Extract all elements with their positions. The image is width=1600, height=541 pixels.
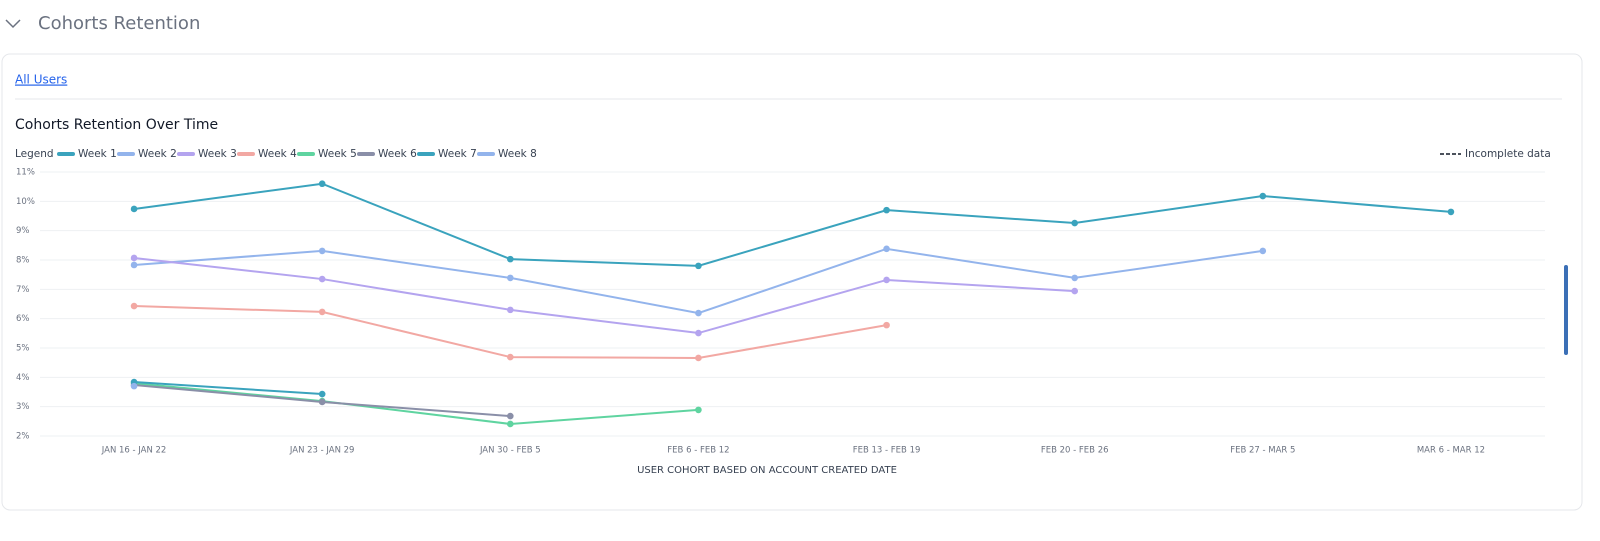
data-point [130, 382, 138, 390]
y-tick-label: 11% [16, 168, 35, 178]
chart-title: Cohorts Retention Over Time [15, 117, 218, 133]
data-point [507, 353, 514, 361]
data-point [883, 276, 890, 284]
data-point [130, 205, 138, 213]
tab-link[interactable]: All Users [15, 73, 67, 87]
data-point [507, 412, 514, 420]
x-tick-label: JAN 23 - JAN 29 [289, 446, 355, 456]
legend-label: Week 3 [198, 148, 237, 160]
data-point [1259, 247, 1267, 255]
y-tick-label: 6% [16, 314, 30, 324]
x-tick-label: FEB 6 - FEB 12 [667, 446, 729, 456]
data-point [695, 406, 702, 414]
data-point [130, 261, 138, 269]
y-tick-label: 9% [16, 226, 30, 236]
data-point [318, 390, 326, 398]
scroll-indicator [1564, 265, 1568, 355]
y-tick-label: 7% [16, 285, 30, 295]
legend-label: Week 7 [438, 148, 477, 160]
data-point [318, 398, 326, 406]
data-point [318, 247, 326, 255]
data-point [1071, 219, 1078, 227]
data-point [883, 321, 890, 329]
x-tick-label: FEB 20 - FEB 26 [1041, 446, 1109, 456]
data-point [695, 309, 702, 317]
data-point [318, 275, 326, 283]
data-point [507, 306, 514, 314]
legend-label: Week 6 [378, 148, 417, 160]
y-tick-label: 10% [16, 197, 35, 207]
y-tick-label: 5% [16, 344, 30, 354]
data-point [130, 302, 138, 310]
x-tick-label: MAR 6 - MAR 12 [1417, 446, 1485, 456]
series-line [133, 382, 699, 425]
x-tick-label: FEB 13 - FEB 19 [853, 446, 921, 456]
data-point [695, 354, 702, 362]
data-point [695, 262, 702, 270]
y-tick-label: 4% [16, 373, 30, 383]
legend-label: Week 4 [258, 148, 297, 160]
data-point [507, 420, 514, 428]
x-tick-label: FEB 27 - MAR 5 [1230, 446, 1295, 456]
legend-label: Week 1 [78, 148, 117, 160]
x-tick-label: JAN 16 - JAN 22 [101, 446, 167, 456]
legend-label: Week 8 [498, 148, 537, 160]
legend-label: Week 2 [138, 148, 177, 160]
data-point [695, 329, 702, 337]
y-tick-label: 2% [16, 432, 30, 442]
data-point [883, 245, 890, 253]
data-point [1071, 274, 1078, 282]
data-point [1447, 208, 1455, 216]
data-point [130, 254, 138, 262]
series-line [133, 182, 1452, 267]
y-tick-label: 8% [16, 256, 30, 266]
legend-label: Week 5 [318, 148, 357, 160]
x-tick-label: JAN 30 - FEB 5 [479, 446, 541, 456]
legend-note: Incomplete data [1465, 148, 1551, 160]
data-point [507, 274, 514, 282]
data-point [1071, 287, 1078, 295]
series-line [133, 256, 1075, 335]
collapse-chevron[interactable] [5, 19, 21, 29]
data-point [318, 180, 326, 188]
x-axis-label: USER COHORT BASED ON ACCOUNT CREATED DAT… [637, 465, 897, 476]
data-point [318, 308, 326, 316]
legend-title: Legend [15, 148, 54, 160]
data-point [507, 255, 514, 263]
series-line [133, 381, 323, 396]
section-title: Cohorts Retention [38, 13, 200, 34]
y-tick-label: 3% [16, 402, 30, 412]
data-point [883, 206, 890, 214]
data-point [1259, 192, 1267, 200]
